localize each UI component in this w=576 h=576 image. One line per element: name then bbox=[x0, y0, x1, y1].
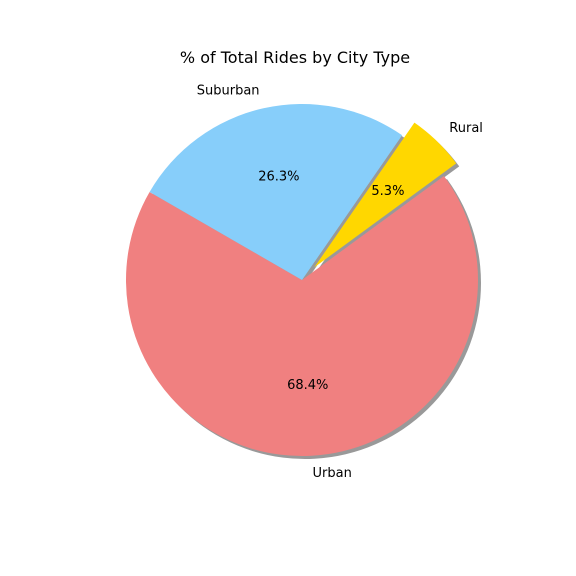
slice-rural bbox=[314, 122, 457, 268]
chart-title: % of Total Rides by City Type bbox=[180, 48, 410, 67]
slice-pct-label-rural: 5.3% bbox=[371, 184, 404, 199]
slice-urban bbox=[126, 175, 479, 456]
slice-pct-label-suburban: 26.3% bbox=[258, 169, 299, 184]
pie-slices bbox=[126, 104, 479, 456]
slice-labels: Urban 68.4% Rural 5.3% Suburban 26.3% bbox=[197, 84, 483, 481]
slice-label-suburban: Suburban bbox=[197, 84, 260, 99]
slice-label-urban: Urban bbox=[313, 466, 352, 481]
slice-suburban bbox=[149, 104, 403, 280]
slice-pct-label-urban: 68.4% bbox=[287, 378, 328, 393]
slice-label-rural: Rural bbox=[449, 121, 483, 136]
